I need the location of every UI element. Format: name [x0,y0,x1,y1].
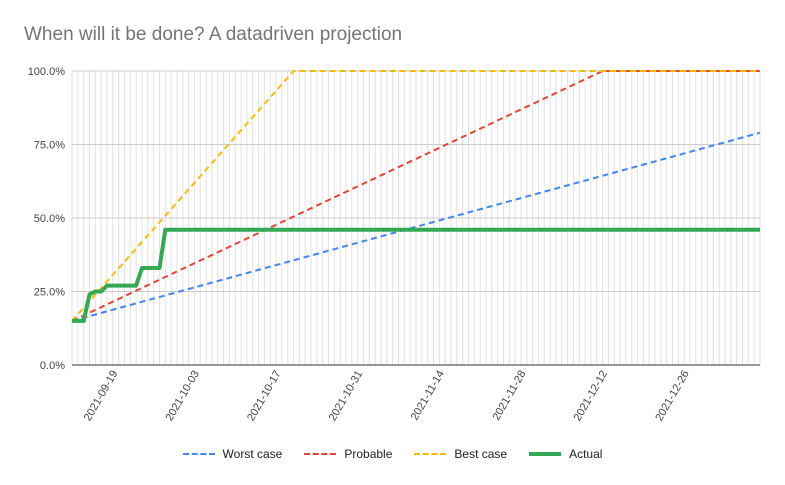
y-tick-labels: 0.0% 25.0% 50.0% 75.0% 100.0% [28,66,66,372]
legend-swatch [414,453,447,455]
legend-item: Best case [414,447,507,461]
series-lines [71,70,761,323]
legend: Worst case Probable Best case Actual [0,444,785,464]
x-tick-label: 2021-10-03 [164,369,203,424]
x-tick-label: 2021-12-12 [572,369,611,424]
x-tick-label: 2021-11-28 [490,369,528,423]
legend-label: Probable [344,447,393,461]
y-tick-label: 100.0% [28,66,66,78]
chart-title: When will it be done? A datadriven proje… [24,24,403,45]
series-line-probable [71,70,760,322]
legend-swatch [182,453,215,455]
legend-item: Worst case [182,447,283,461]
series-line-best-case [71,70,760,322]
legend-item: Probable [304,447,392,461]
legend-label: Actual [569,447,603,461]
series-line-actual [72,227,760,323]
y-tick-label: 0.0% [40,360,65,372]
y-tick-label: 25.0% [34,287,65,299]
legend-label: Worst case [222,447,283,461]
x-tick-labels: 2021-09-19 2021-10-03 2021-10-17 2021-10-31… [82,369,692,424]
x-tick-label: 2021-10-17 [245,369,284,424]
line-chart: 0.0%25.0%50.0%75.0%100.0% 2021-09-19 2021… [28,66,761,424]
grid-lines [71,70,761,366]
x-tick-label: 2021-10-31 [327,369,366,424]
legend-swatch [304,453,337,455]
x-tick-label: 2021-11-14 [409,369,447,423]
x-tick-label: 2021-09-19 [82,369,121,424]
legend-swatch [529,452,562,456]
y-tick-label: 75.0% [34,140,65,152]
legend-item: Actual [529,447,602,461]
series-line-worst-case [71,131,761,322]
y-tick-label: 50.0% [34,213,65,225]
legend-label: Best case [454,447,508,461]
x-tick-label: 2021-12-26 [653,369,692,424]
